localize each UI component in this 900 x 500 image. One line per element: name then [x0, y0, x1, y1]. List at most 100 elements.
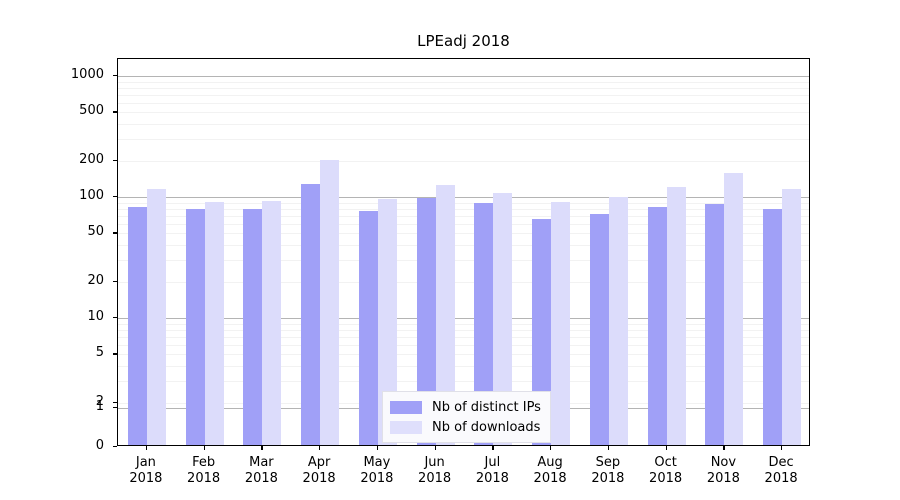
gridline [118, 318, 809, 319]
x-tick-month: Mar [249, 455, 274, 470]
y-axis-tick-label: 1000 [70, 67, 104, 82]
gridline [118, 81, 809, 83]
x-tick-year: 2018 [302, 471, 336, 486]
y-axis-tick-label: 0 [95, 438, 104, 453]
gridline [118, 208, 809, 210]
x-axis-tick-label: Apr 2018 [279, 455, 359, 487]
gridline [118, 124, 809, 126]
bar-group [118, 59, 176, 445]
x-axis-tick-label: Jun 2018 [395, 455, 475, 487]
x-axis-tick-label: Jul 2018 [452, 455, 532, 487]
bar-group [638, 59, 696, 445]
bar-group [349, 59, 407, 445]
x-axis-tick-label: May 2018 [337, 455, 417, 487]
y-axis-tick-mark [113, 111, 117, 113]
bar-downloads [782, 189, 802, 445]
x-tick-month: Dec [768, 455, 794, 470]
x-tick-month: Nov [710, 455, 737, 470]
gridline [118, 223, 809, 225]
y-axis-tick-label: 50 [87, 224, 104, 240]
x-tick-year: 2018 [533, 471, 567, 486]
bar-distinct-ips [474, 202, 494, 445]
x-axis-tick-label: Mar 2018 [221, 455, 301, 487]
bar-downloads [551, 202, 571, 445]
y-axis-tick-mark [113, 196, 117, 198]
bar-distinct-ips [647, 207, 667, 445]
gridline [118, 354, 809, 356]
x-tick-year: 2018 [591, 471, 625, 486]
y-axis-tick-mark [113, 159, 117, 161]
y-axis-tick-label: 500 [79, 103, 104, 119]
bar-downloads [146, 189, 166, 445]
bar-distinct-ips [358, 210, 378, 445]
x-axis-tick-label: Dec 2018 [741, 455, 821, 487]
bar-group [407, 59, 465, 445]
x-tick-year: 2018 [649, 471, 683, 486]
x-axis-tick-mark [723, 446, 725, 450]
bar-group [522, 59, 580, 445]
x-tick-month: Sep [595, 455, 621, 470]
y-axis-tick-mark [113, 401, 117, 403]
gridline [118, 366, 809, 368]
chart-legend: Nb of distinct IPs Nb of downloads [382, 391, 551, 443]
bar-group [176, 59, 234, 445]
y-axis-tick-mark [113, 75, 117, 77]
gridline [118, 344, 809, 346]
bar-distinct-ips [243, 208, 263, 445]
bar-downloads [204, 201, 224, 445]
x-axis-tick-mark [665, 446, 667, 450]
x-axis-tick-mark [607, 446, 610, 450]
legend-item[interactable]: Nb of distinct IPs [390, 397, 541, 417]
x-axis-tick-mark [145, 446, 148, 450]
bar-group [753, 59, 809, 445]
x-axis-tick-mark [319, 446, 321, 450]
gridline [118, 381, 809, 383]
x-tick-month: Oct [654, 455, 677, 470]
bar-distinct-ips [532, 218, 552, 445]
x-tick-month: Aug [537, 455, 563, 470]
bar-downloads [262, 200, 282, 445]
gridline [118, 94, 809, 96]
y-axis-tick-label: 20 [87, 272, 104, 288]
plot-area [117, 58, 810, 446]
legend-label: Nb of distinct IPs [432, 399, 541, 415]
gridline [118, 245, 809, 247]
x-tick-year: 2018 [244, 471, 278, 486]
x-tick-year: 2018 [706, 471, 740, 486]
x-axis-tick-mark [203, 446, 205, 450]
bar-downloads [435, 185, 455, 445]
x-tick-year: 2018 [764, 471, 798, 486]
x-axis-tick-label: Feb 2018 [164, 455, 244, 487]
x-tick-month: May [363, 455, 391, 470]
bar-downloads [377, 199, 397, 445]
bar-group [696, 59, 754, 445]
x-tick-year: 2018 [187, 471, 221, 486]
gridline [118, 112, 809, 114]
x-tick-year: 2018 [418, 471, 452, 486]
x-axis-tick-mark [261, 446, 263, 450]
gridline [118, 87, 809, 89]
legend-label: Nb of downloads [432, 419, 541, 435]
y-axis-tick-label: 5 [95, 345, 104, 361]
bar-group [234, 59, 292, 445]
gridline [118, 160, 809, 162]
x-axis-tick-label: Oct 2018 [626, 455, 706, 487]
bar-distinct-ips [416, 198, 436, 445]
y-axis-tick-mark [113, 280, 117, 282]
gridline [118, 281, 809, 283]
y-axis-tick-mark [113, 317, 117, 319]
x-tick-month: Jul [484, 455, 501, 470]
y-axis-tick-label: 2 [95, 393, 104, 409]
x-tick-month: Jun [424, 455, 445, 470]
x-axis-tick-label: Aug 2018 [510, 455, 590, 487]
y-axis-tick-mark [113, 446, 117, 448]
x-axis-tick-mark [434, 446, 436, 450]
x-axis-tick-label: Nov 2018 [683, 455, 763, 487]
bar-distinct-ips [589, 213, 609, 445]
x-axis-tick-mark [376, 446, 379, 450]
bar-distinct-ips [127, 206, 147, 445]
gridline [118, 233, 809, 235]
y-axis-tick-label: 1 [95, 399, 104, 414]
bar-downloads [320, 160, 340, 445]
legend-item[interactable]: Nb of downloads [390, 417, 541, 437]
